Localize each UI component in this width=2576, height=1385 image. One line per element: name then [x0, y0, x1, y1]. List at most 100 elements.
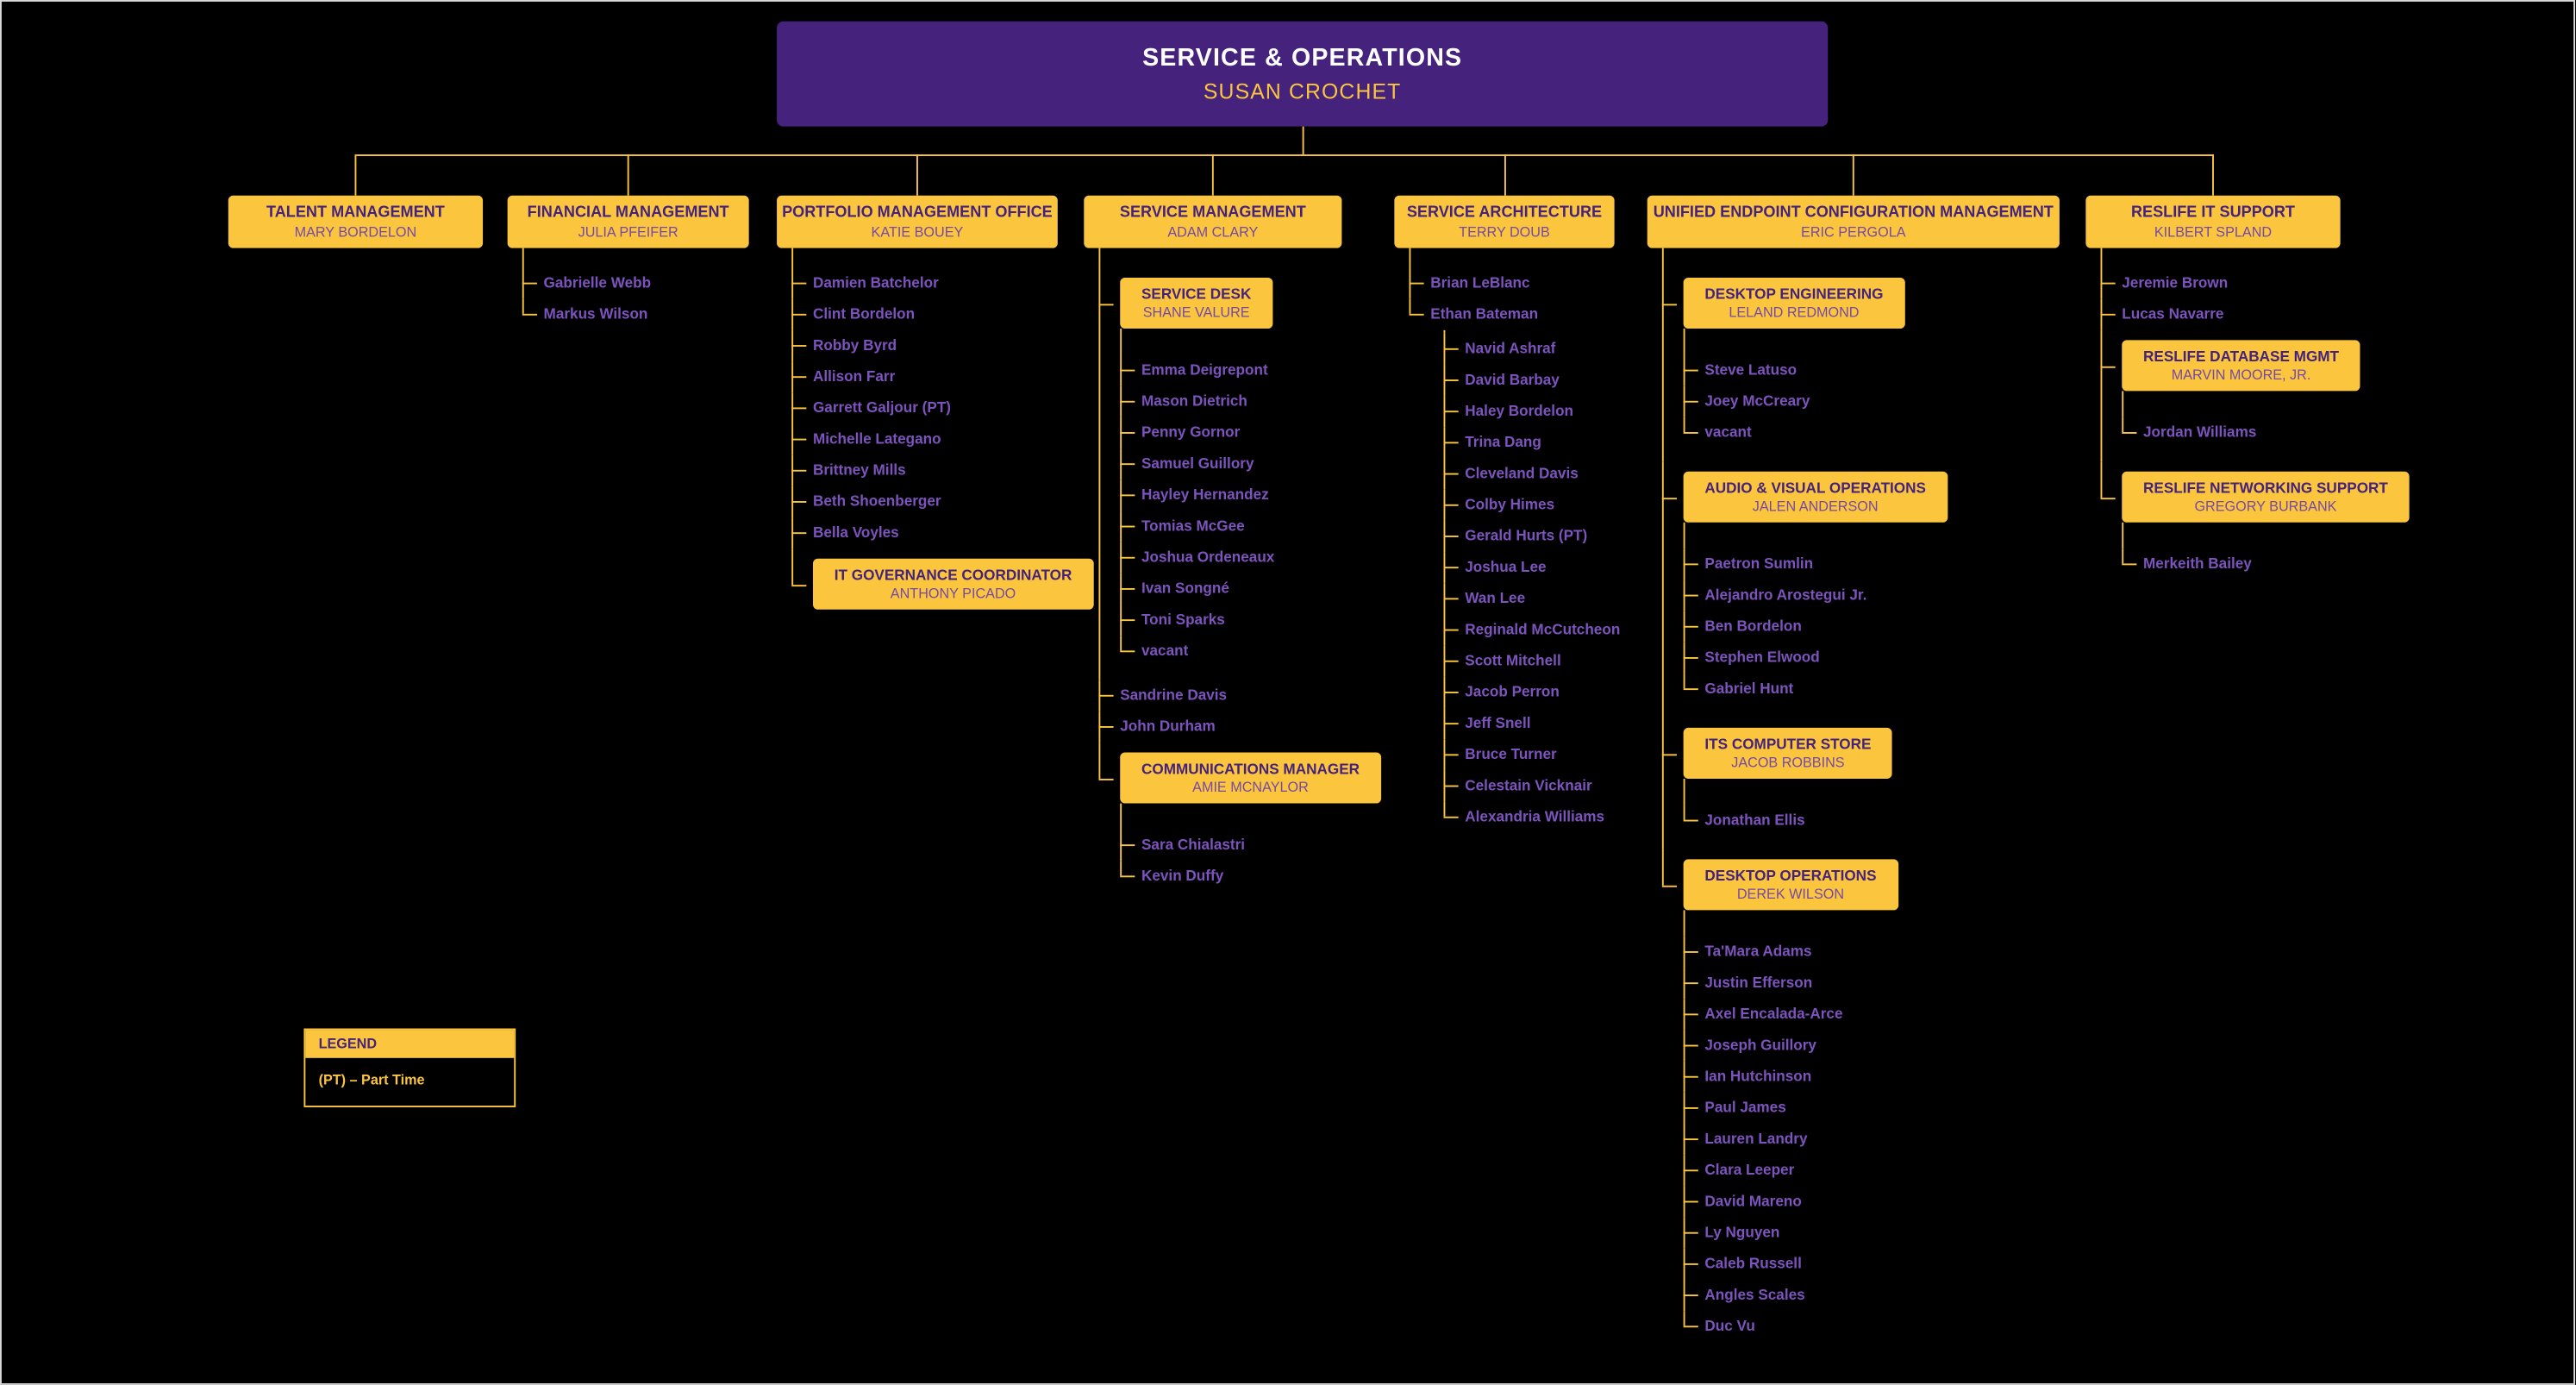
- branch-title: TALENT MANAGEMENT: [266, 204, 445, 222]
- person-node: Ly Nguyen: [1683, 1217, 2060, 1249]
- person-node: Ta'Mara Adams: [1683, 936, 2060, 968]
- person-name: Brian LeBlanc: [1430, 274, 1530, 291]
- person-name: David Barbay: [1465, 371, 1560, 388]
- person-node: Jeremie Brown: [2100, 267, 2340, 299]
- sub-box: RESLIFE NETWORKING SUPPORT GREGORY BURBAN…: [2122, 471, 2410, 523]
- person-node: Sandrine Davis: [1098, 680, 1341, 711]
- sub-box: AUDIO & VISUAL OPERATIONS JALEN ANDERSON: [1683, 471, 1948, 523]
- person-node: Cleveland Davis: [1443, 458, 1614, 490]
- person-name: Sara Chialastri: [1141, 836, 1246, 853]
- person-name: Clint Bordelon: [812, 305, 916, 323]
- person-node: Robby Byrd: [791, 329, 1058, 362]
- person-name: David Mareno: [1704, 1193, 1802, 1210]
- sub-box-title: DESKTOP ENGINEERING: [1704, 285, 1884, 303]
- person-name: Toni Sparks: [1141, 611, 1225, 628]
- person-name: Ian Hutchinson: [1704, 1068, 1812, 1085]
- person-node: Penny Gornor: [1120, 417, 1341, 449]
- report-list: Jeremie Brown Lucas Navarre RESLIFE DATABA…: [2100, 248, 2410, 593]
- person-node: Mason Dietrich: [1120, 385, 1341, 417]
- person-node: Celestain Vicknair: [1443, 770, 1614, 802]
- person-node: Clint Bordelon: [791, 298, 1058, 330]
- connector-line: [916, 154, 918, 196]
- person-node: Gabrielle Webb: [522, 267, 749, 299]
- person-name: Hayley Hernandez: [1141, 486, 1269, 503]
- sub-box-node: ITS COMPUTER STORE JACOB ROBBINS Jonathan …: [1661, 718, 2060, 849]
- sub-box-leader: JALEN ANDERSON: [1752, 498, 1879, 515]
- branch-leader: TERRY DOUB: [1459, 223, 1550, 241]
- branch-box: TALENT MANAGEMENT MARY BORDELON: [228, 195, 484, 248]
- branch-box: SERVICE MANAGEMENT ADAM CLARY: [1084, 195, 1342, 248]
- person-node: vacant: [1683, 417, 2060, 448]
- person-name: Merkeith Bailey: [2143, 555, 2252, 572]
- person-name: Ivan Songné: [1141, 580, 1229, 597]
- person-name: Reginald McCutcheon: [1465, 621, 1621, 638]
- person-node: Haley Bordelon: [1443, 396, 1614, 428]
- person-name: Allison Farr: [812, 367, 896, 385]
- branch-box: RESLIFE IT SUPPORT KILBERT SPLAND: [2085, 195, 2341, 248]
- person-name: Ethan Bateman: [1430, 305, 1539, 323]
- person-node: Joseph Guillory: [1683, 1030, 2060, 1062]
- person-node: Bruce Turner: [1443, 739, 1614, 771]
- branch-leader: ADAM CLARY: [1167, 223, 1259, 241]
- root-title: SERVICE & OPERATIONS: [1142, 44, 1463, 72]
- sub-box-title: SERVICE DESK: [1141, 285, 1252, 303]
- person-name: Garrett Galjour (PT): [812, 398, 952, 416]
- sub-box: COMMUNICATIONS MANAGER AMIE MCNAYLOR: [1120, 752, 1381, 804]
- person-name: Alejandro Arostegui Jr.: [1704, 586, 1867, 604]
- connector-line: [1301, 126, 1304, 155]
- person-node: Alexandria Williams: [1443, 801, 1614, 833]
- report-list: DESKTOP ENGINEERING LELAND REDMOND Steve L…: [1661, 248, 2060, 1356]
- person-node: Ian Hutchinson: [1683, 1061, 2060, 1093]
- sub-box: DESKTOP OPERATIONS DEREK WILSON: [1683, 859, 1898, 911]
- branch-title: PORTFOLIO MANAGEMENT OFFICE: [782, 204, 1053, 222]
- person-name: Bella Voyles: [812, 523, 899, 541]
- person-node: Justin Efferson: [1683, 968, 2060, 1000]
- sub-box-leader: LELAND REDMOND: [1729, 304, 1860, 321]
- person-name: Gerald Hurts (PT): [1465, 527, 1588, 544]
- sub-box: DESKTOP ENGINEERING LELAND REDMOND: [1683, 277, 1905, 329]
- person-node: Alejandro Arostegui Jr.: [1683, 580, 2060, 611]
- person-name: Ta'Mara Adams: [1704, 943, 1812, 960]
- sub-box-node: DESKTOP ENGINEERING LELAND REDMOND Steve L…: [1661, 267, 2060, 462]
- sub-box-node: AUDIO & VISUAL OPERATIONS JALEN ANDERSON P…: [1661, 461, 2060, 718]
- person-name: Haley Bordelon: [1465, 402, 1574, 419]
- person-name: Joshua Lee: [1465, 558, 1547, 575]
- person-name: Beth Shoenberger: [812, 492, 941, 510]
- person-node: Hayley Hernandez: [1120, 479, 1341, 511]
- sub-box-title: IT GOVERNANCE COORDINATOR: [834, 567, 1072, 584]
- sub-box: ITS COMPUTER STORE JACOB ROBBINS: [1683, 727, 1893, 779]
- person-node: Samuel Guillory: [1120, 448, 1341, 480]
- report-list: Sara Chialastri Kevin Duffy: [1120, 803, 1341, 892]
- person-node: Damien Batchelor: [791, 267, 1058, 299]
- report-list: Ta'Mara Adams Justin Efferson Axel Encalad…: [1683, 910, 2060, 1343]
- person-node: Merkeith Bailey: [2122, 548, 2340, 580]
- root-box: SERVICE & OPERATIONS SUSAN CROCHET: [777, 21, 1829, 127]
- branch-service-management: SERVICE MANAGEMENT ADAM CLARY SERVICE DESK…: [1084, 195, 1381, 906]
- person-node: Tomias McGee: [1120, 511, 1341, 542]
- person-node: Gabriel Hunt: [1683, 674, 2060, 705]
- branch-portfolio-management-office: PORTFOLIO MANAGEMENT OFFICE KATIE BOUEY Da…: [777, 195, 1094, 617]
- person-node: Duc Vu: [1683, 1311, 2060, 1342]
- person-name: Gabriel Hunt: [1704, 680, 1794, 697]
- sub-box-node: SERVICE DESK SHANE VALURE Emma Deigrepont M…: [1098, 267, 1341, 680]
- branch-service-architecture: SERVICE ARCHITECTURE TERRY DOUB Brian LeBl…: [1394, 195, 1621, 837]
- sub-box-leader: SHANE VALURE: [1142, 304, 1250, 321]
- person-node: Paul James: [1683, 1092, 2060, 1125]
- person-name: John Durham: [1120, 718, 1216, 735]
- person-node: Emma Deigrepont: [1120, 354, 1341, 386]
- report-list: Gabrielle Webb Markus Wilson: [522, 248, 749, 330]
- report-list: Jonathan Ellis: [1683, 778, 2060, 836]
- sub-box: RESLIFE DATABASE MGMT MARVIN MOORE, JR.: [2122, 340, 2360, 392]
- report-list: SERVICE DESK SHANE VALURE Emma Deigrepont M…: [1098, 248, 1381, 906]
- person-node: Steve Latuso: [1683, 354, 2060, 386]
- person-name: Jeremie Brown: [2122, 274, 2229, 291]
- person-name: Brittney Mills: [812, 461, 906, 479]
- sub-box-node: RESLIFE DATABASE MGMT MARVIN MOORE, JR. Jo…: [2100, 329, 2360, 462]
- person-name: Lauren Landry: [1704, 1130, 1808, 1147]
- branch-box: SERVICE ARCHITECTURE TERRY DOUB: [1394, 195, 1615, 248]
- person-node: Garrett Galjour (PT): [791, 392, 1058, 424]
- branch-title: RESLIFE IT SUPPORT: [2130, 204, 2295, 222]
- branch-leader: KATIE BOUEY: [871, 223, 964, 241]
- person-node: Ivan Songné: [1120, 573, 1341, 605]
